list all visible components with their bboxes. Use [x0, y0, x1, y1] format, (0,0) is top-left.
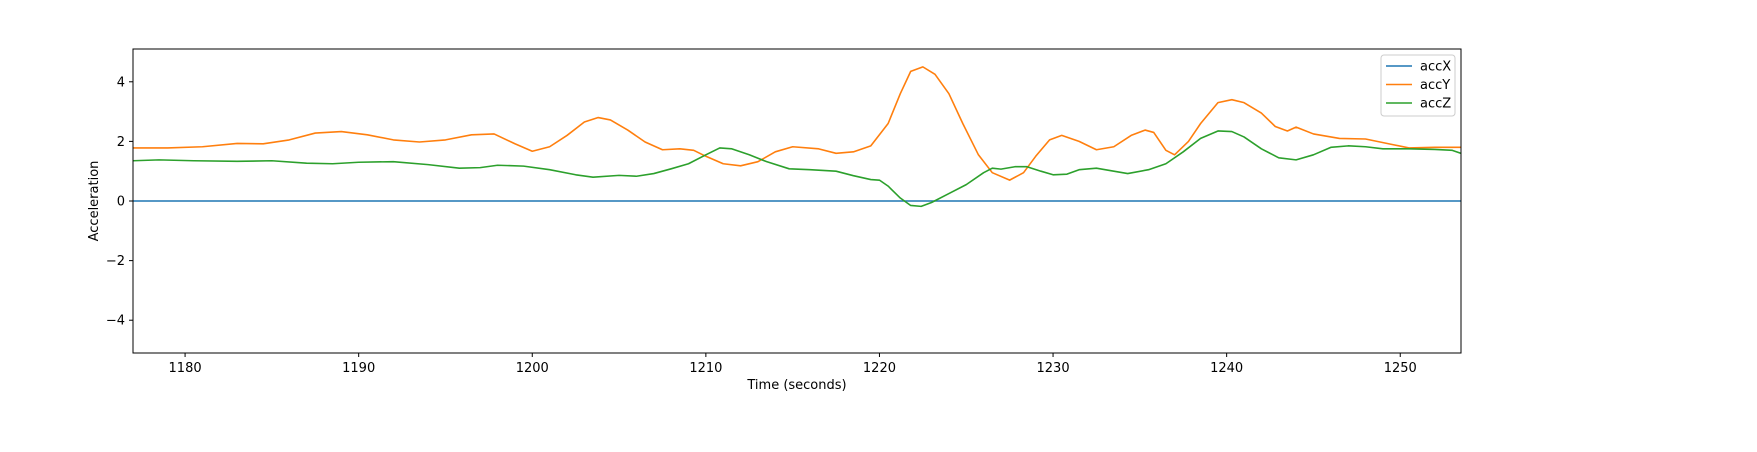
x-tick-label: 1200	[516, 361, 549, 376]
y-tick-label: −4	[106, 314, 125, 329]
x-axis-label: Time (seconds)	[746, 378, 846, 393]
series-line-accY	[133, 66, 1461, 181]
series-layer	[133, 66, 1461, 208]
legend-box	[1380, 54, 1456, 117]
y-tick-label: 4	[117, 75, 125, 90]
series-line-accZ	[133, 130, 1461, 208]
x-axis-ticks: 1180 1190 1200 1210 1220 1230 1240 1250	[169, 353, 1417, 376]
legend: accX accY accZ	[1380, 54, 1456, 117]
legend-label-accX: accX	[1420, 60, 1451, 75]
x-tick-label: 1190	[342, 361, 375, 376]
y-tick-label: 0	[117, 195, 125, 210]
y-tick-label: 2	[117, 135, 125, 150]
y-axis-label: Acceleration	[87, 161, 102, 242]
x-tick-label: 1230	[1037, 361, 1070, 376]
y-tick-label: −2	[106, 254, 125, 269]
x-tick-label: 1220	[863, 361, 896, 376]
legend-label-accY: accY	[1420, 78, 1450, 93]
legend-label-accZ: accZ	[1420, 97, 1451, 112]
x-tick-label: 1210	[689, 361, 722, 376]
x-tick-label: 1250	[1384, 361, 1417, 376]
x-tick-label: 1180	[169, 361, 202, 376]
y-axis-ticks: −4 −2 0 2 4	[106, 75, 133, 329]
x-tick-label: 1240	[1210, 361, 1243, 376]
